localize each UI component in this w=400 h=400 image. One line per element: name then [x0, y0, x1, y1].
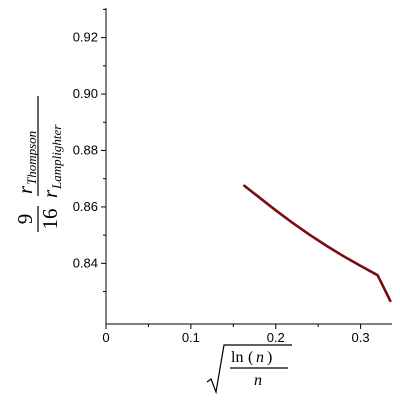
y-tick-label: 0.84 — [73, 255, 98, 270]
ticks: 0.84 0.86 0.88 0.90 0.92 0 0.1 0.2 0.3 — [73, 8, 370, 345]
y-label-sub-top: Thompson — [24, 131, 39, 185]
series-line — [243, 184, 392, 303]
axes — [105, 8, 392, 325]
plot-area — [243, 184, 392, 303]
x-tick-label: 0.1 — [182, 330, 200, 345]
x-label-paren-close: ) — [267, 349, 272, 366]
x-axis-label: ln ( n ) n — [206, 344, 292, 395]
sqrt-sign — [206, 344, 292, 395]
x-tick-label: 0 — [102, 330, 109, 345]
y-label-frac-den: 16 — [38, 209, 62, 230]
y-label-sub-bottom: Lamplighter — [49, 124, 64, 190]
x-tick-label: 0.3 — [352, 330, 370, 345]
x-label-n-bottom: n — [254, 372, 262, 389]
y-tick-label: 0.88 — [73, 142, 98, 157]
y-label-r-bottom: r — [38, 189, 62, 198]
y-label-frac-num: 9 — [13, 214, 37, 225]
y-axis-label: 9 16 r Thompson r Lamplighter — [13, 96, 64, 232]
x-label-paren-open: ( — [248, 349, 253, 366]
x-label-ln: ln — [231, 349, 243, 366]
y-tick-label: 0.90 — [73, 86, 98, 101]
x-label-n-top: n — [256, 349, 264, 366]
y-label-r-top: r — [13, 185, 37, 194]
y-tick-label: 0.92 — [73, 30, 98, 45]
y-tick-label: 0.86 — [73, 199, 98, 214]
x-tick-label: 0.2 — [267, 330, 285, 345]
